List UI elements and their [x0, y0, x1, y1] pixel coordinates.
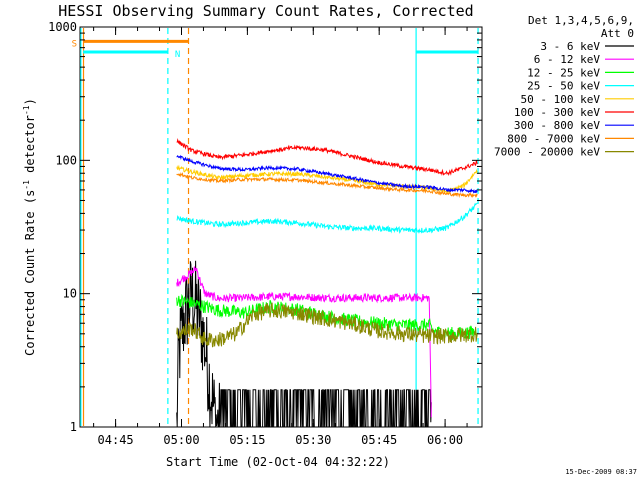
plot-area: S N 1 10 100 1000 04:45 05:00 05:15 05:30 05:45 0…: [48, 20, 483, 447]
y-tick-label: 1: [70, 420, 77, 434]
x-tick-label: 05:45: [361, 433, 397, 447]
x-tick-label: 05:15: [229, 433, 265, 447]
legend-entry-label: 50 - 100 keV: [521, 93, 601, 106]
legend-entry-label: 12 - 25 keV: [527, 66, 600, 79]
x-tick-label: 06:00: [427, 433, 463, 447]
x-tick-label: 05:30: [295, 433, 331, 447]
series-line: [176, 302, 478, 348]
legend-entry-label: 300 - 800 keV: [514, 119, 600, 132]
series-line: [176, 260, 432, 428]
x-tick-label: 05:00: [163, 433, 199, 447]
legend-header-line1: Det 1,3,4,5,6,9,: [528, 14, 634, 27]
chart-title: HESSI Observing Summary Count Rates, Cor…: [58, 2, 473, 20]
y-tick-label: 100: [55, 153, 77, 167]
footer-timestamp: 15-Dec-2009 08:37: [565, 468, 637, 476]
legend-entry-label: 800 - 7000 keV: [507, 132, 600, 145]
x-axis-label: Start Time (02-Oct-04 04:32:22): [166, 455, 390, 469]
legend-entry-label: 3 - 6 keV: [540, 40, 600, 53]
legend-entry-label: 25 - 50 keV: [527, 80, 600, 93]
x-tick-label: 04:45: [98, 433, 134, 447]
legend-entry-label: 6 - 12 keV: [534, 53, 601, 66]
series-line: [176, 154, 478, 194]
plot-frame: [79, 26, 483, 428]
y-tick-label: 1000: [48, 20, 77, 34]
y-tick-label: 10: [63, 287, 77, 301]
legend-header-line2: Att 0: [601, 27, 634, 40]
flag-label: S: [72, 39, 77, 49]
y-axis-label: Corrected Count Rate (s-1 detector-1): [22, 98, 37, 356]
series-line: [176, 164, 478, 194]
series-line: [176, 266, 432, 418]
series-line: [176, 138, 478, 176]
legend-entry-label: 7000 - 20000 keV: [494, 146, 600, 159]
series-line: [176, 202, 478, 234]
flag-label: N: [175, 50, 180, 60]
legend-entry-label: 100 - 300 keV: [514, 106, 600, 119]
series-line: [176, 171, 478, 199]
